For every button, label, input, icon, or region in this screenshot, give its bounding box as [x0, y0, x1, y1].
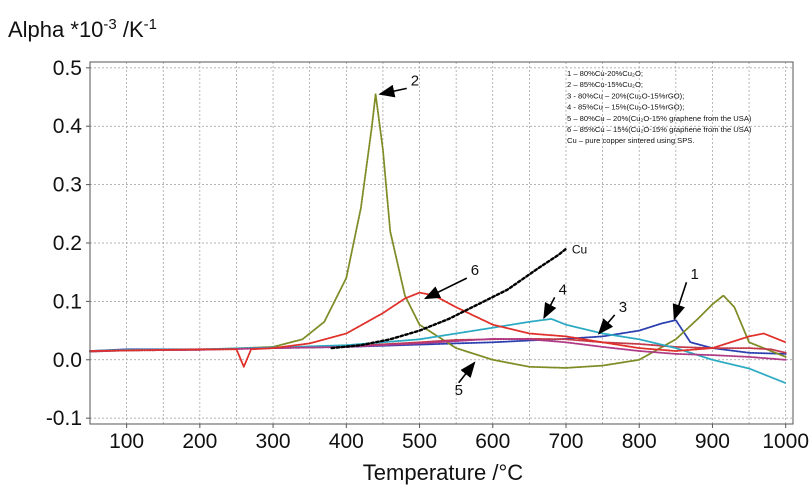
x-tick-label: 1000 — [762, 430, 809, 453]
series-line-cu — [330, 247, 568, 350]
y-tick-label: -0.1 — [46, 407, 82, 430]
y-axis-title-exp2: -1 — [144, 16, 157, 33]
annotation-label-3: 3 — [619, 299, 627, 316]
legend-entry: 1 – 80%Cu-20%Cu₂O; — [567, 69, 643, 78]
x-axis-title: Temperature /°C — [363, 460, 524, 485]
y-tick-label: 0.3 — [53, 174, 82, 197]
annotation-arrow-1 — [672, 281, 688, 321]
y-tick-label: 0.4 — [53, 115, 83, 138]
curve-annotations: 2 6 4 3 1 5 Cu — [378, 72, 699, 399]
x-tick-label: 300 — [256, 430, 291, 453]
legend-entry: 4 - 85%Cu – 15%(Cu₂O-15%rGO); — [567, 103, 684, 112]
grid — [89, 62, 793, 424]
annotation-label-cu: Cu — [572, 243, 587, 257]
y-tick-labels: -0.1 0.0 0.1 0.2 0.3 0.4 0.5 — [46, 57, 90, 430]
x-tick-labels: 100 200 300 400 500 600 700 800 900 1000 — [109, 424, 809, 453]
x-tick-label: 500 — [402, 430, 437, 453]
annotation-arrow-5 — [458, 361, 476, 384]
annotation-label-4: 4 — [559, 281, 567, 298]
x-tick-label: 200 — [182, 430, 217, 453]
y-axis-title-exp1: -3 — [103, 16, 116, 33]
annotation-label-1: 1 — [690, 266, 698, 283]
legend-entry: Cu – pure copper sintered using SPS. — [567, 136, 694, 145]
x-tick-label: 400 — [329, 430, 364, 453]
x-tick-label: 100 — [109, 430, 144, 453]
annotation-arrow-2 — [378, 84, 407, 98]
y-axis-title: Alpha *10-3 /K-1 — [8, 16, 157, 42]
annotation-label-6: 6 — [471, 262, 479, 279]
x-tick-label: 800 — [622, 430, 657, 453]
x-tick-label: 600 — [475, 430, 510, 453]
legend-entry: 5 – 80%Cu – 20%(Cu₂O-15% graphene from t… — [567, 114, 752, 123]
y-tick-label: 0.5 — [53, 57, 82, 80]
annotation-arrow-6 — [423, 277, 468, 300]
legend-entry: 6 – 85%Cu – 15%(Cu₂O-15% graphene from t… — [567, 125, 752, 134]
y-tick-label: 0.1 — [53, 290, 82, 313]
annotation-label-5: 5 — [455, 382, 463, 399]
y-tick-label: 0.2 — [53, 232, 82, 255]
y-axis-title-base: Alpha *10 — [8, 17, 103, 42]
y-tick-label: 0.0 — [53, 349, 82, 372]
legend-entry: 3 - 80%Cu – 20%(Cu₂O-15%rGO); — [567, 91, 684, 100]
svg-text:Alpha *10-3 /K-1: Alpha *10-3 /K-1 — [8, 16, 157, 42]
annotation-arrow-4 — [543, 297, 557, 320]
y-axis-title-mid: /K — [117, 17, 144, 42]
legend: 1 – 80%Cu-20%Cu₂O; 2 – 85%Cu-15%Cu₂O; 3 - … — [567, 69, 752, 145]
series-line-2 — [89, 93, 787, 369]
legend-entry: 2 – 85%Cu-15%Cu₂O; — [567, 80, 643, 89]
annotation-arrow-3 — [597, 314, 616, 335]
x-tick-label: 900 — [695, 430, 730, 453]
x-tick-label: 700 — [548, 430, 583, 453]
annotation-label-2: 2 — [411, 72, 419, 89]
